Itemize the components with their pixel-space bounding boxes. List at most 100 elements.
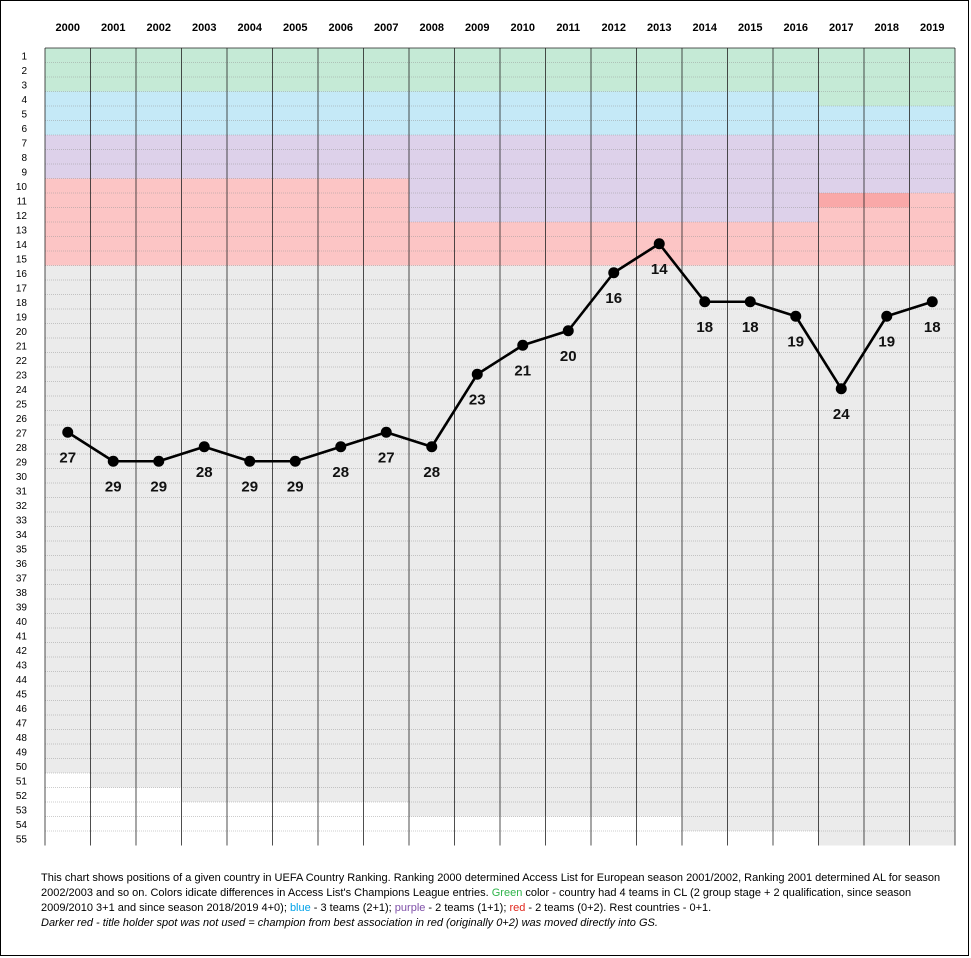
- green-band-2015: [727, 48, 773, 92]
- green-band-2012: [591, 48, 637, 92]
- x-tick-label: 2012: [602, 22, 626, 34]
- rest-band-2018: [864, 265, 910, 846]
- blue-band-2005: [272, 91, 318, 135]
- rest-band-2003: [181, 265, 227, 802]
- y-tick-label: 53: [16, 805, 28, 816]
- data-label: 28: [423, 464, 440, 481]
- red-band-2010: [500, 222, 546, 266]
- dark-red-band-2018: [864, 193, 910, 208]
- purple-band-2011: [545, 135, 591, 222]
- data-label: 29: [287, 478, 304, 495]
- ranking-point-2005: [289, 455, 301, 467]
- y-tick-label: 9: [21, 167, 27, 178]
- blue-band-2009: [454, 91, 500, 135]
- ranking-line: [67, 242, 933, 463]
- y-tick-label: 40: [16, 617, 28, 628]
- x-tick-label: 2018: [875, 22, 899, 34]
- purple-band-2005: [272, 135, 318, 179]
- purple-band-2018: [864, 135, 910, 193]
- red-band-2015: [727, 222, 773, 266]
- data-label: 18: [924, 319, 941, 336]
- y-tick-label: 38: [16, 588, 28, 599]
- blue-band-2012: [591, 91, 637, 135]
- rest-band-2006: [318, 265, 364, 802]
- x-tick-label: 2017: [829, 22, 853, 34]
- green-band-2003: [181, 48, 227, 92]
- red-band-2002: [136, 178, 182, 266]
- x-tick-label: 2005: [283, 22, 307, 34]
- blue-band-2013: [636, 91, 682, 135]
- y-tick-label: 35: [16, 544, 28, 555]
- blue-band-2002: [136, 91, 182, 135]
- x-tick-label: 2008: [420, 22, 444, 34]
- purple-band-2002: [136, 135, 182, 179]
- x-tick-label: 2019: [920, 22, 944, 34]
- purple-band-2019: [909, 135, 955, 193]
- y-tick-label: 49: [16, 747, 28, 758]
- caption-text-2: color - country had 4 teams in CL (2 gro…: [41, 887, 912, 914]
- data-label: 29: [150, 478, 167, 495]
- x-tick-label: 2016: [784, 22, 808, 34]
- ranking-point-2017: [835, 383, 847, 395]
- red-band-2011: [545, 222, 591, 266]
- y-tick-label: 14: [16, 240, 28, 251]
- purple-band-2001: [90, 135, 136, 179]
- y-tick-label: 12: [16, 211, 28, 222]
- y-tick-label: 8: [21, 153, 27, 164]
- ranking-point-2006: [335, 441, 347, 453]
- data-label: 21: [514, 362, 531, 379]
- y-tick-label: 13: [16, 225, 28, 236]
- red-band-2003: [181, 178, 227, 266]
- purple-band-2006: [318, 135, 364, 179]
- y-tick-label: 54: [16, 820, 28, 831]
- caption-red-word: red: [509, 902, 526, 914]
- blue-band-2001: [90, 91, 136, 135]
- red-band-2009: [454, 222, 500, 266]
- rest-band-2002: [136, 265, 182, 788]
- ranking-point-2018: [881, 310, 893, 322]
- y-tick-label: 28: [16, 443, 28, 454]
- rest-band-2016: [773, 265, 819, 831]
- caption-text-3: - 3 teams (2+1);: [310, 902, 395, 914]
- green-band-2001: [90, 48, 136, 92]
- y-tick-label: 2: [21, 66, 27, 77]
- blue-band-2019: [909, 106, 955, 135]
- x-tick-label: 2015: [738, 22, 762, 34]
- green-band-2013: [636, 48, 682, 92]
- x-tick-label: 2002: [147, 22, 171, 34]
- y-tick-label: 44: [16, 675, 28, 686]
- ranking-point-2000: [62, 426, 74, 438]
- x-tick-label: 2011: [556, 22, 580, 34]
- rest-band-2014: [682, 265, 728, 831]
- ranking-point-2016: [790, 310, 802, 322]
- data-label: 28: [332, 464, 349, 481]
- red-band-2008: [409, 222, 455, 266]
- green-band-2005: [272, 48, 318, 92]
- ranking-point-2001: [107, 455, 119, 467]
- red-band-2006: [318, 178, 364, 266]
- ranking-point-2010: [517, 339, 529, 351]
- blue-band-2011: [545, 91, 591, 135]
- y-tick-label: 50: [16, 762, 28, 773]
- y-tick-labels: 1234567891011121314151617181920212223242…: [16, 51, 28, 845]
- rest-band-2004: [227, 265, 273, 802]
- caption-text-4: - 2 teams (1+1);: [425, 902, 510, 914]
- data-label: 18: [742, 319, 759, 336]
- y-tick-label: 32: [16, 501, 28, 512]
- data-label: 19: [787, 333, 804, 350]
- y-tick-label: 1: [21, 51, 27, 62]
- red-band-2007: [363, 178, 409, 266]
- y-tick-label: 18: [16, 298, 28, 309]
- caption-purple-word: purple: [394, 902, 426, 914]
- y-tick-label: 23: [16, 370, 28, 381]
- blue-band-2016: [773, 91, 819, 135]
- chart-caption: This chart shows positions of a given co…: [41, 871, 956, 931]
- data-label: 18: [696, 319, 713, 336]
- x-tick-label: 2004: [238, 22, 263, 34]
- y-tick-label: 17: [16, 283, 28, 294]
- red-band-2019: [909, 193, 955, 266]
- blue-band-2015: [727, 91, 773, 135]
- red-band-2016: [773, 222, 819, 266]
- caption-green-word: Green: [491, 887, 523, 899]
